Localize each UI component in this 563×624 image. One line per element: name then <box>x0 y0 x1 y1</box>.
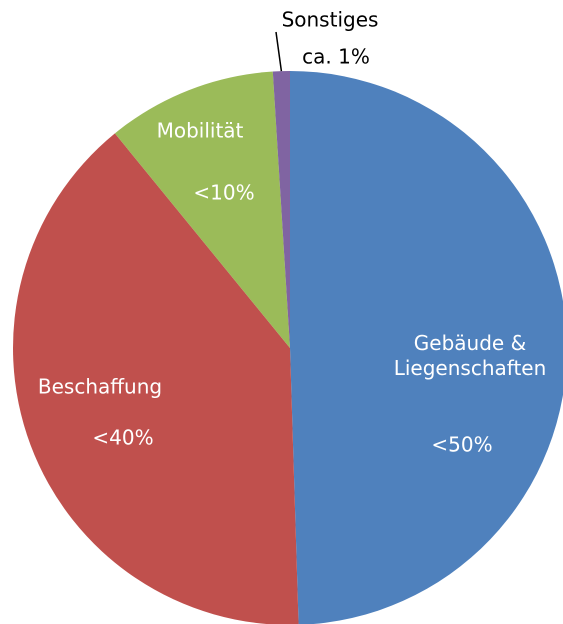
value-label: <50% <box>431 432 493 457</box>
value-label: <10% <box>193 180 255 205</box>
slice-label: Sonstiges <box>281 7 379 32</box>
slice-label: Mobilität <box>156 118 244 143</box>
value-label: ca. 1% <box>302 44 370 69</box>
pie-slice <box>272 71 290 348</box>
slice-label: Beschaffung <box>37 374 163 399</box>
pie-slice <box>13 133 299 624</box>
value-label: <40% <box>92 425 154 450</box>
pie-slice <box>290 71 563 624</box>
slice-label: Gebäude & Liegenschaften <box>393 331 547 380</box>
pie-slice <box>114 71 290 348</box>
leader-line <box>275 31 283 72</box>
